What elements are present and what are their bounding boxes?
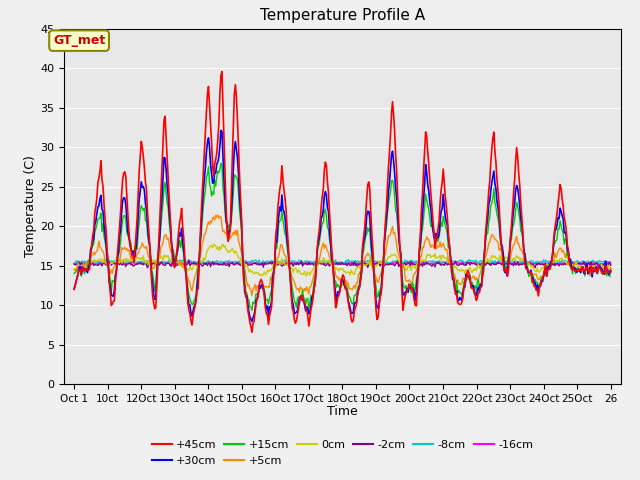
Text: GT_met: GT_met (53, 34, 105, 47)
Y-axis label: Temperature (C): Temperature (C) (24, 156, 37, 257)
Legend: +45cm, +30cm, +15cm, +5cm, 0cm, -2cm, -8cm, -16cm: +45cm, +30cm, +15cm, +5cm, 0cm, -2cm, -8… (147, 436, 538, 470)
X-axis label: Time: Time (327, 405, 358, 418)
Title: Temperature Profile A: Temperature Profile A (260, 9, 425, 24)
